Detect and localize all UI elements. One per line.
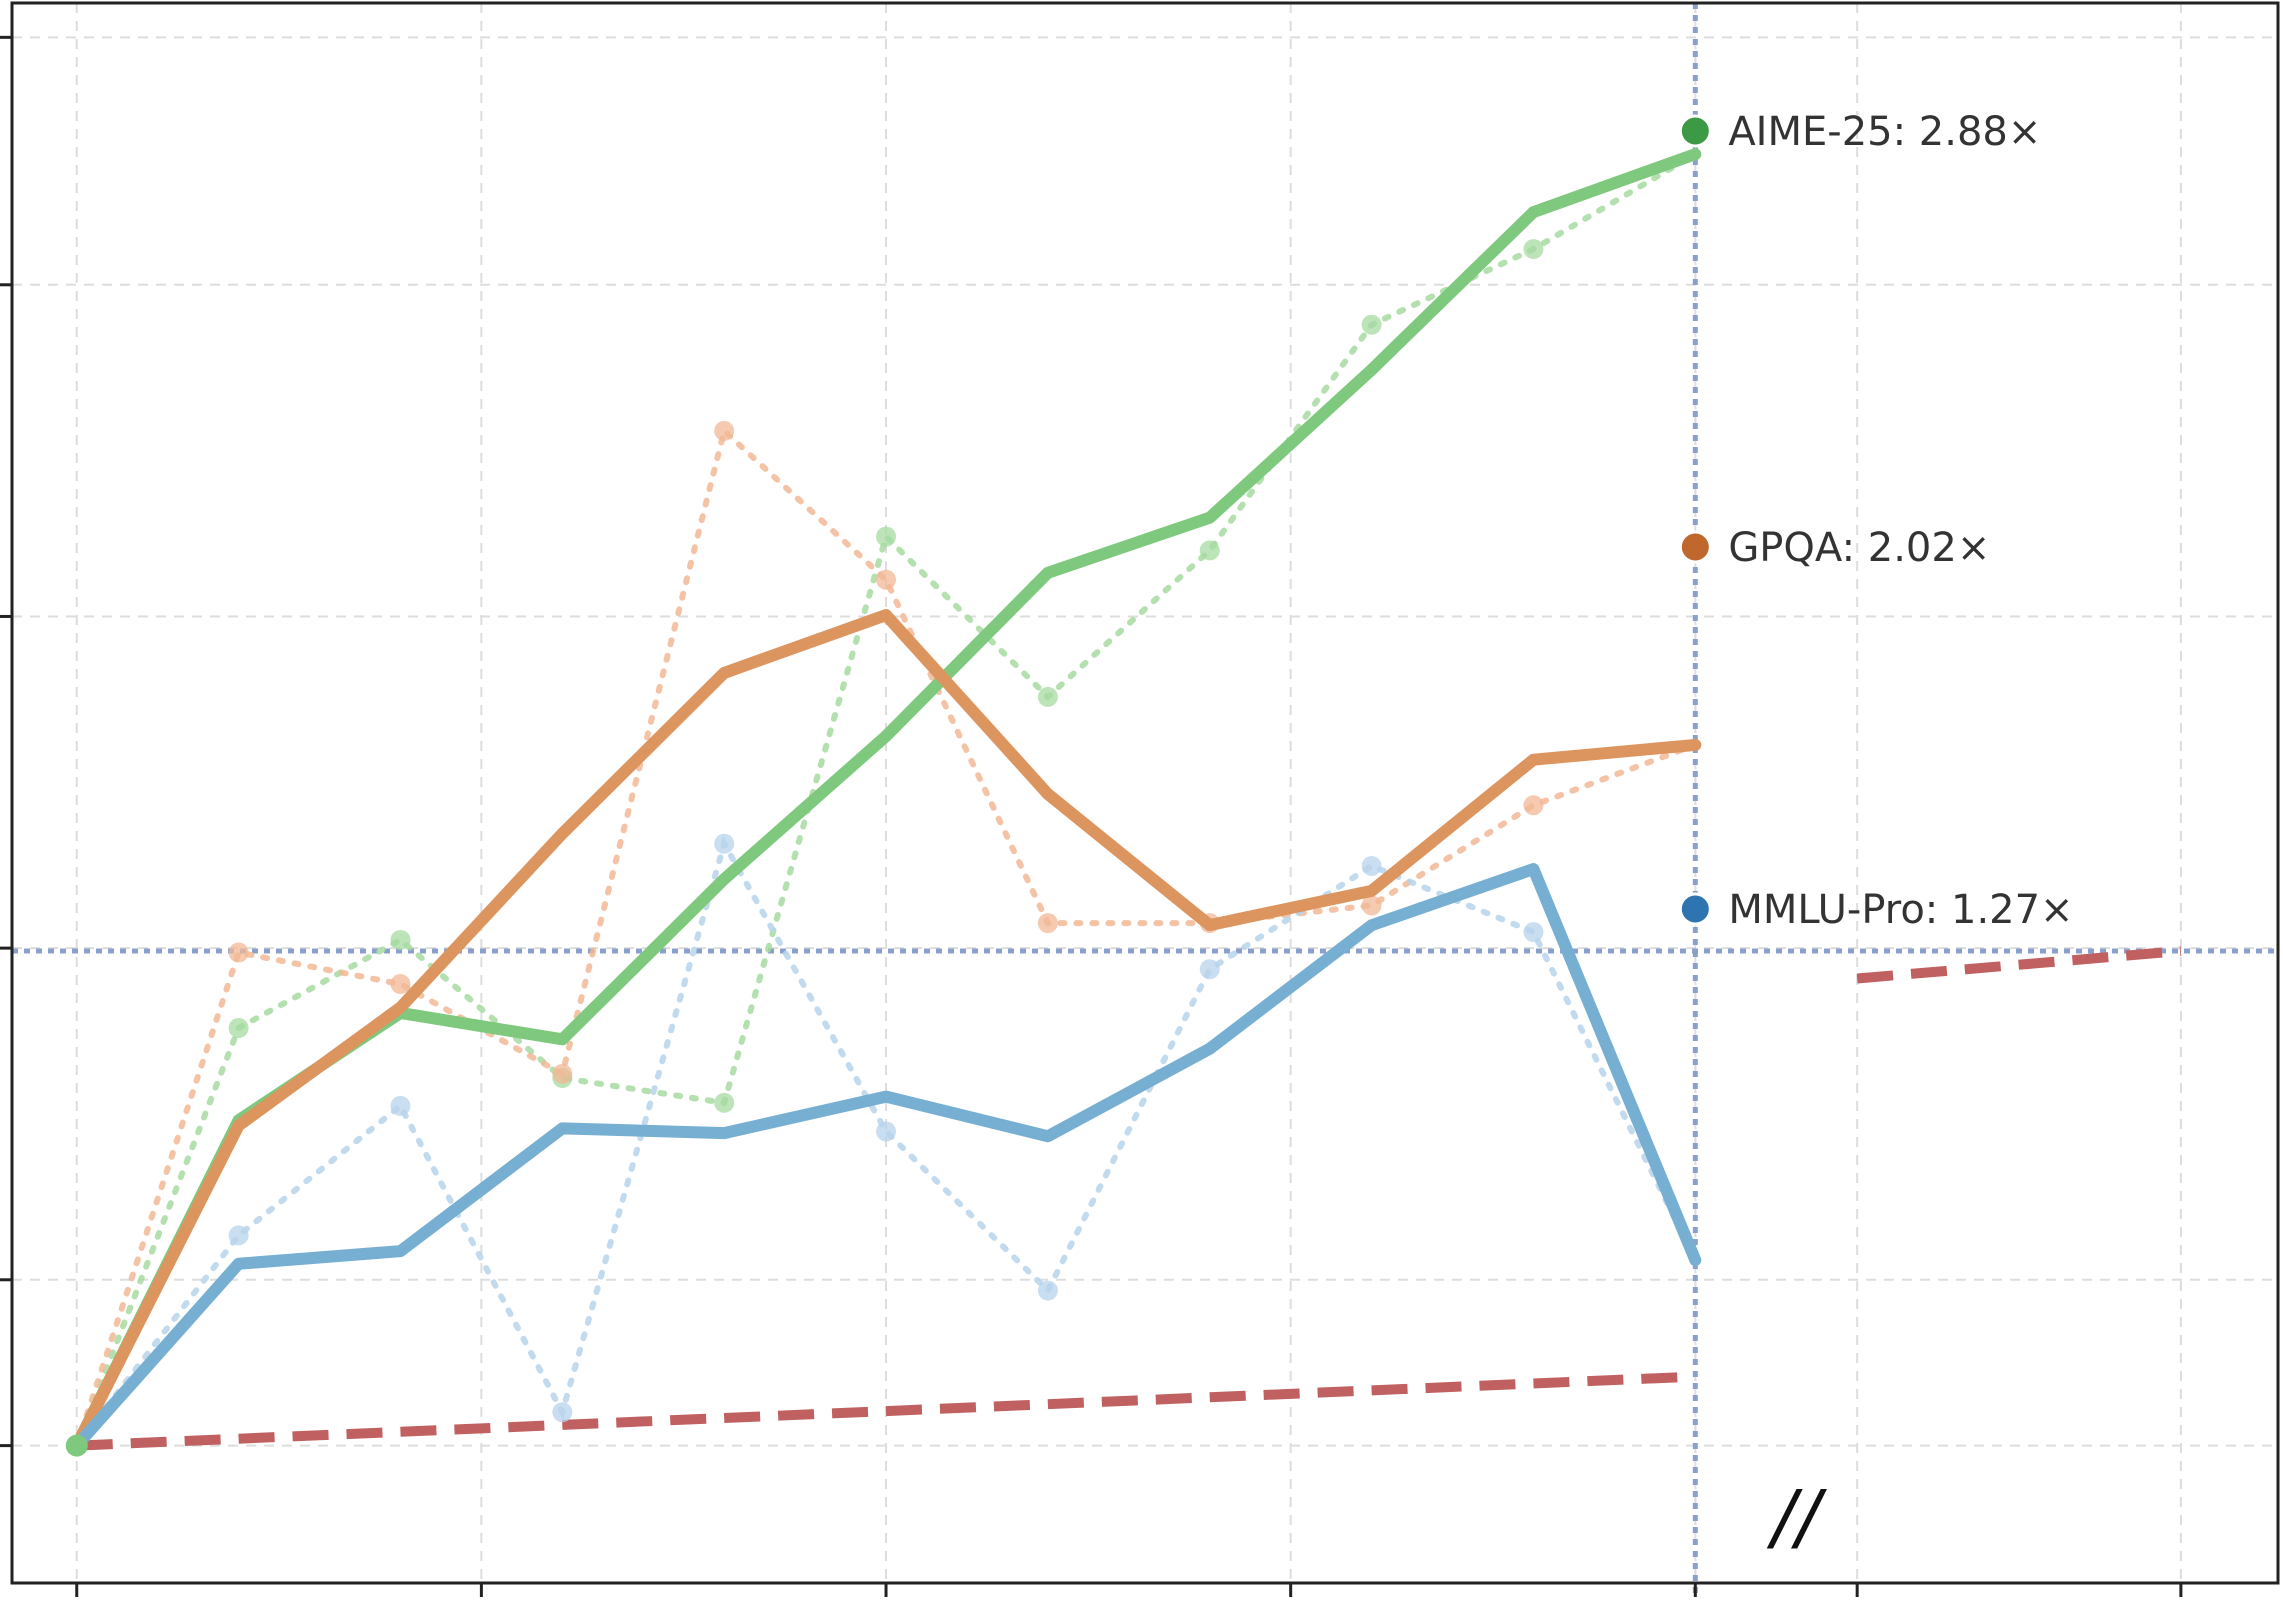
smoothed-series-layer — [65, 148, 1702, 1457]
end-label-mmlu-pro: MMLU-Pro: 1.27× — [1728, 887, 2073, 933]
raw-line-gpqa — [73, 425, 1699, 1449]
raw-point-aime-25-4 — [714, 1092, 735, 1113]
raw-point-aime-25-6 — [1037, 686, 1058, 707]
baseline-trend — [76, 946, 2182, 1451]
series-line-gpqa — [70, 609, 1702, 1452]
raw-point-mmlu-pro-7 — [1199, 959, 1220, 980]
raw-point-gpqa-9 — [1523, 795, 1544, 816]
end-labels: AIME-25: 2.88× GPQA: 2.02× MMLU-Pro: 1.27× — [1678, 109, 2074, 933]
raw-point-gpqa-8 — [1361, 895, 1382, 916]
raw-point-aime-25-2 — [390, 929, 411, 950]
raw-point-gpqa-2 — [390, 974, 411, 995]
raw-point-aime-25-7 — [1199, 540, 1220, 561]
raw-point-aime-25-9 — [1523, 239, 1544, 260]
reference-lines — [12, 3, 2278, 1598]
origin-point — [65, 1434, 88, 1457]
baseline-segment-1 — [1856, 946, 2182, 984]
raw-point-aime-25-5 — [876, 526, 897, 547]
end-label-gpqa: GPQA: 2.02× — [1728, 525, 1990, 571]
raw-point-mmlu-pro-9 — [1523, 922, 1544, 943]
raw-point-gpqa-3 — [552, 1063, 573, 1084]
raw-line-mmlu-pro — [73, 836, 1699, 1449]
raw-point-mmlu-pro-5 — [876, 1121, 897, 1142]
series-line-mmlu-pro — [70, 863, 1702, 1452]
raw-point-mmlu-pro-3 — [552, 1402, 573, 1423]
raw-point-mmlu-pro-1 — [228, 1225, 249, 1246]
raw-point-aime-25-8 — [1361, 314, 1382, 335]
axis-break-mark: // — [1766, 1475, 1827, 1559]
raw-point-gpqa-4 — [714, 420, 735, 441]
end-marker-mmlu-pro — [1678, 892, 1712, 926]
raw-point-gpqa-5 — [876, 569, 897, 590]
axes-frame — [10, 1, 2280, 1585]
raw-series-layer — [73, 151, 1699, 1449]
raw-point-mmlu-pro-6 — [1037, 1280, 1058, 1301]
raw-point-mmlu-pro-2 — [390, 1095, 411, 1116]
raw-point-mmlu-pro-4 — [714, 833, 735, 854]
raw-point-gpqa-1 — [228, 942, 249, 963]
end-marker-aime-25 — [1678, 114, 1712, 148]
raw-point-gpqa-6 — [1037, 913, 1058, 934]
raw-point-mmlu-pro-8 — [1361, 855, 1382, 876]
end-label-aime-25: AIME-25: 2.88× — [1728, 109, 2041, 155]
baseline-segment-0 — [76, 1371, 1688, 1451]
end-marker-gpqa — [1678, 530, 1712, 564]
raw-point-aime-25-1 — [228, 1018, 249, 1039]
gridlines — [12, 3, 2278, 1583]
